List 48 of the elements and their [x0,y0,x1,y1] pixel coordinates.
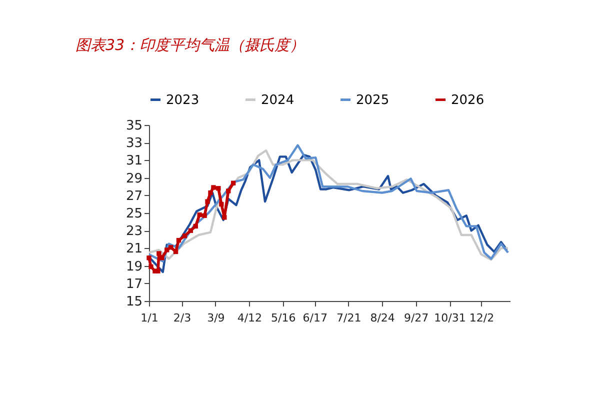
point [211,185,216,190]
point [202,213,207,218]
x-tick-label: 2/3 [173,312,192,324]
point [173,249,178,254]
y-tick-label: 35 [126,118,142,134]
legend-label: 2026 [451,92,484,108]
point [208,190,213,196]
x-tick-label: 1/1 [140,312,158,324]
point [176,238,182,243]
point [226,188,231,194]
y-tick-label: 17 [126,276,142,292]
point [205,199,210,204]
x-tick-label: 3/9 [207,312,225,324]
y-tick-label: 25 [126,206,142,222]
y-tick-label: 21 [126,242,142,257]
legend-label: 2024 [261,92,294,108]
point [156,268,160,274]
point [230,180,236,186]
point [146,256,152,260]
y-tick-label: 33 [126,136,142,152]
point [164,248,170,252]
y-tick-label: 29 [126,171,142,186]
point [222,215,227,220]
x-tick-label: 4/12 [237,312,262,324]
legend-label: 2023 [166,92,200,108]
y-tick-label: 23 [126,224,142,240]
point [168,244,174,250]
point [193,224,198,229]
point [197,212,202,218]
point [188,228,193,233]
x-tick-label: 8/24 [370,312,395,324]
y-tick-label: 19 [126,259,142,274]
x-tick-label: 5/16 [271,312,296,324]
chart-title: 图表33：印度平均气温（摄氏度） [75,36,305,54]
x-tick-label: 7/21 [336,312,362,324]
x-tick-label: 6/17 [302,312,328,324]
point [182,234,188,238]
x-tick-label: 10/31 [434,312,466,324]
point [156,251,162,256]
y-tick-label: 15 [126,294,142,310]
point [148,264,154,270]
point [219,202,224,207]
y-tick-label: 27 [126,188,142,204]
x-tick-label: 12/2 [469,312,494,324]
point [216,186,221,191]
y-tick-label: 31 [126,154,142,169]
x-tick-label: 9/27 [404,312,429,324]
legend-label: 2025 [356,92,390,108]
